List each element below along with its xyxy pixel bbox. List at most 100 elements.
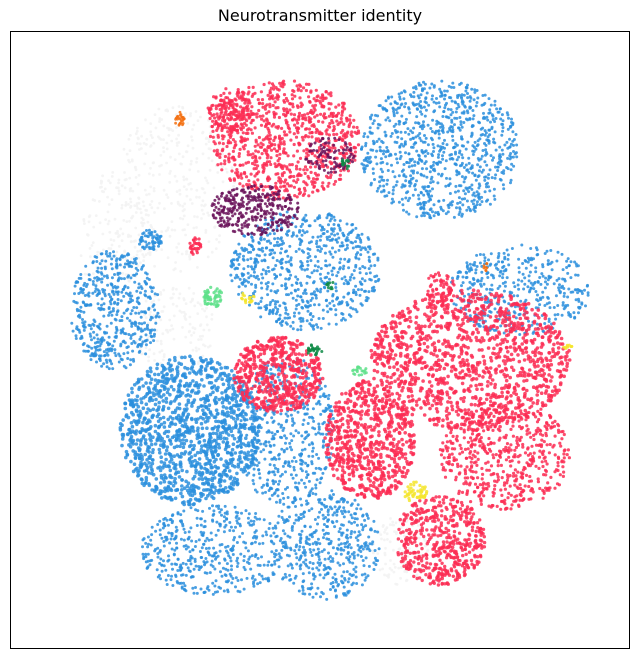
blue-point: [483, 129, 487, 133]
blue-point: [441, 115, 445, 118]
blue-point: [148, 381, 153, 385]
blue-point: [494, 117, 498, 120]
blue-point: [405, 191, 408, 195]
blue-point: [300, 298, 304, 302]
blue-point: [404, 196, 408, 200]
blue-point: [189, 389, 194, 394]
blue-point: [219, 457, 223, 461]
blue-point: [478, 261, 482, 265]
blue-point: [422, 174, 426, 178]
blue-point: [90, 352, 94, 356]
blue-point: [114, 336, 118, 339]
blue-point: [250, 422, 254, 426]
blue-point: [121, 327, 125, 331]
blue-point: [484, 175, 488, 179]
blue-point: [437, 199, 441, 203]
blue-point: [171, 416, 175, 421]
blue-point: [318, 395, 322, 399]
blue-point: [363, 167, 367, 171]
blue-point: [397, 92, 401, 96]
blue-point: [385, 146, 389, 149]
blue-point: [166, 377, 171, 381]
light-gray-point: [149, 130, 153, 134]
blue-point: [420, 214, 424, 218]
blue-point: [129, 459, 133, 464]
blue-point: [486, 276, 490, 279]
light-gray-point: [115, 250, 119, 254]
blue-point: [334, 289, 338, 293]
blue-point: [222, 418, 227, 422]
blue-point: [502, 264, 506, 268]
blue-point: [203, 368, 208, 373]
blue-point: [87, 294, 91, 298]
blue-point: [418, 125, 422, 129]
light-gray-point: [195, 188, 199, 192]
blue-point: [277, 482, 280, 486]
chart-title: Neurotransmitter identity: [217, 6, 423, 25]
light-gray-point: [144, 213, 148, 217]
blue-point: [273, 290, 277, 294]
blue-point: [518, 333, 522, 336]
blue-point: [268, 450, 272, 454]
blue-point: [231, 442, 236, 447]
blue-point: [536, 280, 540, 283]
blue-point: [503, 257, 507, 261]
blue-point: [424, 136, 428, 140]
blue-point: [500, 113, 504, 117]
blue-point: [283, 434, 287, 438]
blue-point: [126, 393, 131, 398]
light-gray-point: [166, 126, 170, 130]
blue-point: [219, 366, 223, 370]
blue-point: [128, 291, 132, 295]
blue-point: [109, 321, 113, 325]
blue-point: [311, 471, 315, 475]
light-gray-point: [171, 302, 175, 306]
blue-point: [460, 153, 464, 157]
blue-point: [483, 178, 487, 182]
blue-point: [480, 270, 484, 274]
blue-point: [144, 442, 148, 446]
blue-point: [116, 285, 120, 289]
blue-point: [261, 268, 265, 272]
blue-point: [512, 294, 516, 298]
blue-point: [508, 125, 512, 129]
light-gray-point: [405, 570, 409, 574]
light-gray-point: [147, 213, 150, 217]
blue-point: [230, 453, 234, 457]
blue-point: [349, 297, 353, 301]
blue-point: [368, 245, 372, 249]
blue-point: [185, 469, 189, 474]
blue-point: [164, 429, 168, 434]
light-gray-point: [180, 162, 183, 166]
blue-point: [509, 152, 513, 155]
blue-point: [267, 429, 271, 433]
blue-point: [220, 391, 224, 395]
blue-point: [509, 181, 512, 185]
light-gray-point: [136, 182, 140, 186]
blue-point: [123, 401, 128, 406]
blue-point: [193, 458, 197, 463]
blue-point: [500, 148, 504, 152]
blue-point: [216, 453, 220, 458]
light-gray-point: [177, 105, 181, 108]
blue-point: [408, 184, 412, 188]
blue-point: [395, 111, 399, 115]
light-gray-point: [149, 185, 153, 189]
light-gray-point: [188, 322, 192, 326]
light-gray-point: [188, 315, 192, 319]
blue-point: [482, 253, 486, 257]
blue-point: [277, 317, 281, 321]
blue-point: [436, 210, 440, 214]
light-gray-point: [107, 219, 111, 223]
blue-point: [266, 266, 270, 269]
blue-point: [324, 264, 328, 267]
blue-point: [439, 205, 443, 209]
light-gray-point: [136, 126, 139, 130]
blue-point: [188, 493, 192, 497]
blue-point: [578, 306, 581, 310]
blue-point: [372, 141, 376, 145]
blue-point: [331, 273, 334, 277]
blue-point: [149, 377, 154, 382]
blue-point: [325, 455, 328, 459]
blue-point: [316, 259, 320, 263]
